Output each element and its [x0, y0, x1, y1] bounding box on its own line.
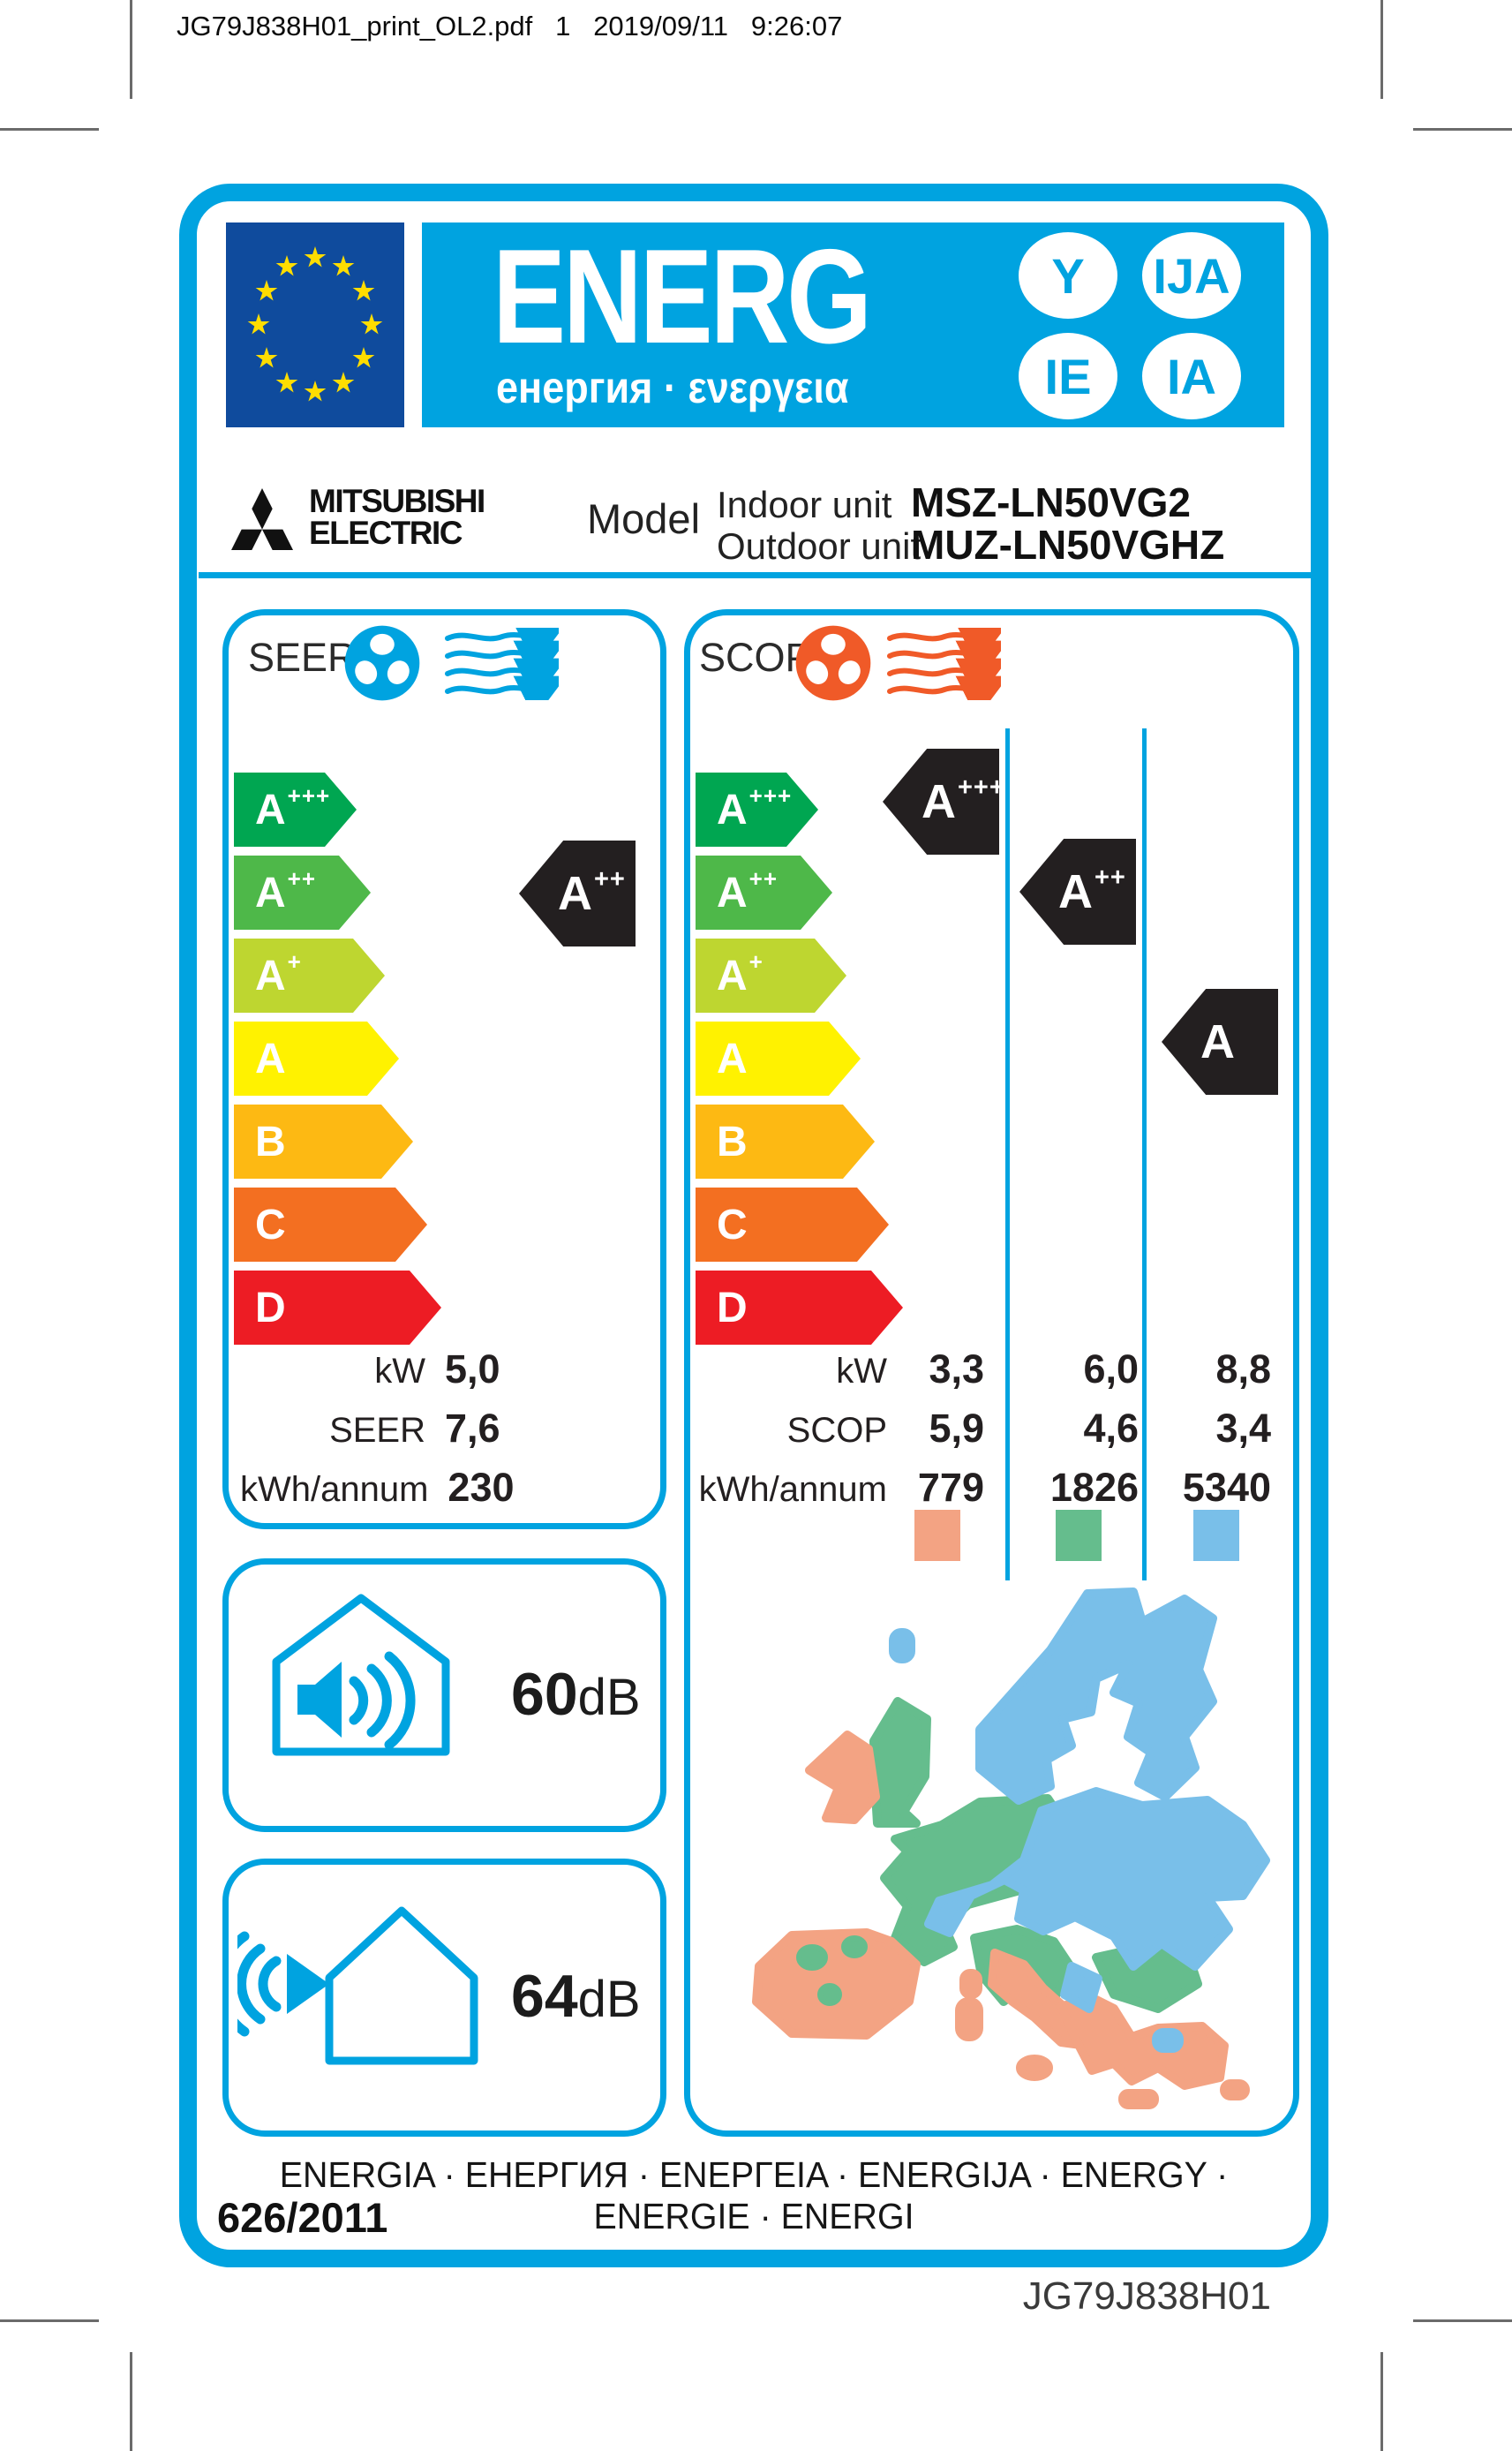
badge-ie: IE	[1019, 333, 1117, 419]
energy-words: ENERGIA · ЕНЕРГИЯ · ΕΝΕΡΓΕΙΑ · ENERGIJA …	[279, 2154, 1229, 2236]
regulation-number: 626/2011	[217, 2194, 388, 2241]
eu-stars-icon	[247, 246, 383, 402]
outdoor-noise-value: 64 dB	[511, 1963, 641, 2030]
outdoor-unit-value: MUZ-LN50VGHZ	[911, 522, 1225, 568]
heating-rating-arrow-average: A ++	[1019, 839, 1136, 945]
cooling-row-seer: SEER 7,6	[329, 1406, 500, 1451]
heating-panel: SCOP A +++ A ++ A + A	[684, 609, 1299, 2137]
heating-row-kw: kW 3,3 6,0 8,8	[836, 1346, 1271, 1391]
zone-separator-2	[1142, 728, 1147, 1580]
cooling-fan-icon	[344, 625, 420, 701]
crop-mark-bottom-left-h	[0, 2319, 99, 2322]
scale-arrow-a1: A +	[234, 939, 385, 1013]
print-header: JG79J838H01_print_OL2.pdf 1 2019/09/11 9…	[177, 11, 843, 41]
unit-labels: Indoor unit Outdoor unit	[717, 484, 921, 567]
model-label: Model	[587, 495, 701, 542]
badge-y: Y	[1019, 232, 1117, 319]
zone-separator-1	[1005, 728, 1010, 1580]
scale-arrow-d: D	[696, 1271, 903, 1345]
eu-flag	[226, 222, 404, 427]
document-number: JG79J838H01	[1022, 2274, 1271, 2318]
heating-rating-arrow-colder: A	[1162, 989, 1278, 1095]
heating-row-kwh: kWh/annum 779 1826 5340	[698, 1465, 1271, 1510]
crop-mark-top-left-v	[130, 0, 132, 99]
scale-arrow-a3: A +++	[696, 773, 818, 847]
badge-ija: IJA	[1142, 232, 1241, 319]
manufacturer-line2: ELECTRIC	[309, 515, 463, 551]
brand-subtitle: енергия · ενεργεια	[496, 363, 849, 412]
outdoor-noise-box: 64 dB	[222, 1859, 666, 2137]
crop-mark-bottom-left-v	[130, 2352, 132, 2451]
heating-row-scop: SCOP 5,9 4,6 3,4	[786, 1406, 1271, 1451]
scale-arrow-a1: A +	[696, 939, 846, 1013]
crop-mark-top-right-h	[1413, 128, 1512, 131]
header-divider	[199, 572, 1311, 578]
manufacturer-line1: MITSUBISHI	[309, 483, 485, 519]
europe-climate-map	[752, 1587, 1270, 2109]
outdoor-noise-icon	[237, 1906, 478, 2065]
crop-mark-top-right-v	[1380, 0, 1383, 99]
cooling-row-kw: kW 5,0	[374, 1346, 500, 1391]
scale-arrow-a2: A ++	[234, 856, 371, 930]
cooling-row-kwh: kWh/annum 230	[240, 1465, 515, 1510]
energ-band: ENERG енергия · ενεργεια Y IJA IE IA	[422, 222, 1284, 427]
scale-arrow-a: A	[234, 1022, 399, 1096]
scop-title: SCOP	[699, 635, 812, 680]
scale-arrow-a: A	[696, 1022, 861, 1096]
scale-arrow-c: C	[696, 1188, 889, 1262]
indoor-unit-label: Indoor unit	[717, 484, 892, 525]
cooling-rating-arrow: A ++	[519, 841, 636, 946]
seer-title: SEER	[248, 635, 357, 680]
indoor-noise-box: 60 dB	[222, 1558, 666, 1832]
scale-arrow-a3: A +++	[234, 773, 357, 847]
zone-swatch-average	[1056, 1510, 1102, 1561]
scale-arrow-a2: A ++	[696, 856, 832, 930]
cooling-panel: SEER A +++ A ++ A + A B C D	[222, 609, 666, 1529]
mitsubishi-logo-icon	[231, 488, 293, 550]
indoor-noise-value: 60 dB	[511, 1661, 641, 1728]
brand-word: ENERG	[493, 222, 872, 372]
indoor-noise-icon	[272, 1594, 450, 1756]
scale-arrow-b: B	[696, 1105, 875, 1179]
cooling-airflow-icon	[445, 628, 559, 700]
heating-rating-arrow-warmer: A +++	[883, 749, 999, 855]
unit-values: MSZ-LN50VG2 MUZ-LN50VGHZ	[911, 481, 1224, 566]
heating-airflow-icon	[887, 628, 1001, 700]
indoor-unit-value: MSZ-LN50VG2	[911, 479, 1191, 525]
scale-arrow-d: D	[234, 1271, 441, 1345]
zone-swatch-colder	[1193, 1510, 1239, 1561]
scale-arrow-b: B	[234, 1105, 413, 1179]
zone-swatch-warmer	[914, 1510, 960, 1561]
crop-mark-bottom-right-h	[1413, 2319, 1512, 2322]
badge-ia: IA	[1142, 333, 1241, 419]
crop-mark-bottom-right-v	[1380, 2352, 1383, 2451]
outdoor-unit-label: Outdoor unit	[717, 525, 921, 567]
crop-mark-top-left-h	[0, 128, 99, 131]
scale-arrow-c: C	[234, 1188, 427, 1262]
heating-fan-icon	[795, 625, 871, 701]
manufacturer-name: MITSUBISHI ELECTRIC	[309, 483, 485, 551]
